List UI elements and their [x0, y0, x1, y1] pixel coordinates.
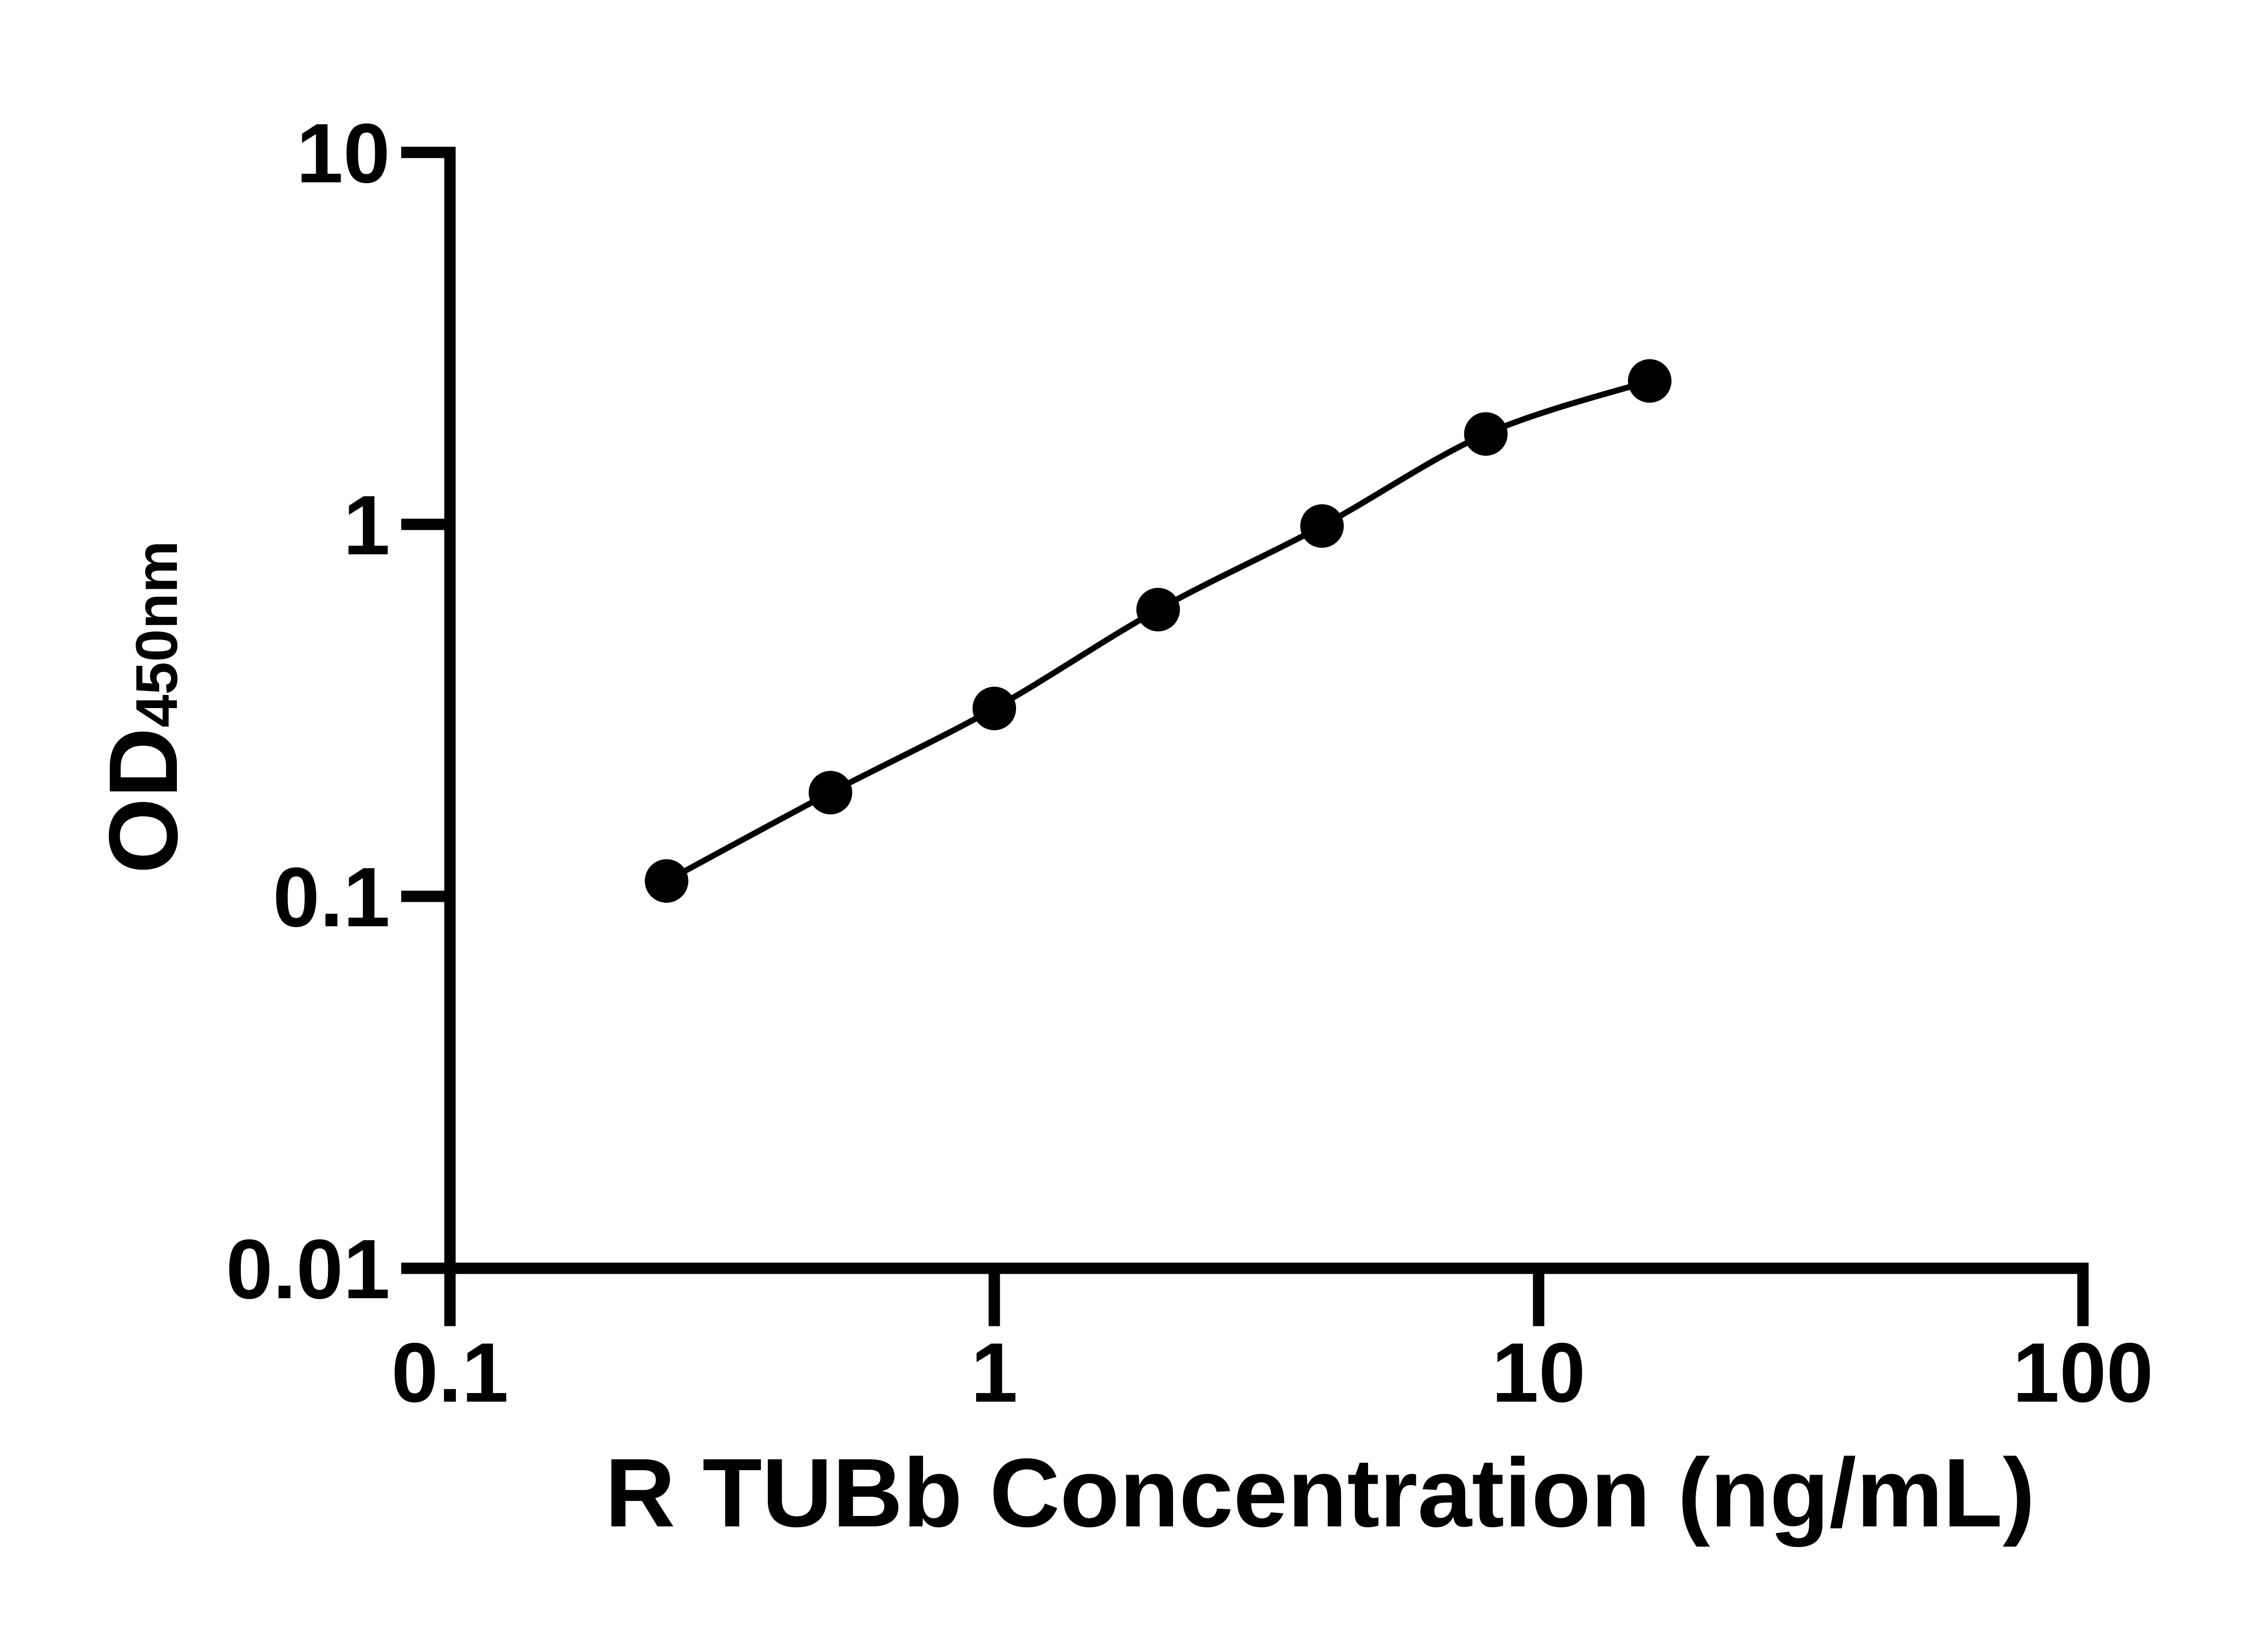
data-point-marker	[1464, 412, 1508, 456]
data-point-marker	[1628, 359, 1672, 403]
data-point-marker	[1300, 504, 1344, 548]
x-tick-label: 100	[2013, 1326, 2153, 1420]
x-axis-tick-labels: 0.1 1 10 100	[391, 1326, 2153, 1420]
x-tick-label: 0.1	[391, 1326, 509, 1420]
x-tick-label: 1	[971, 1326, 1017, 1420]
x-axis-ticks	[444, 1274, 2089, 1326]
y-axis: 10 1 0.1 0.01 OD450nm	[88, 107, 456, 1316]
y-axis-title-main: OD	[88, 728, 198, 874]
y-axis-title-sub: 450nm	[123, 541, 190, 728]
data-point-marker	[1136, 587, 1180, 631]
y-axis-ticks	[401, 147, 445, 1274]
data-point-marker	[645, 859, 689, 903]
y-axis-title: OD450nm	[88, 541, 198, 874]
y-tick-label: 1	[343, 479, 390, 572]
data-points	[645, 359, 1672, 903]
x-tick-label: 10	[1492, 1326, 1586, 1420]
x-axis-title: R TUBb Concentration (ng/mL)	[605, 1438, 2035, 1547]
y-tick-label: 0.01	[226, 1222, 390, 1316]
data-point-marker	[808, 771, 852, 815]
data-point-marker	[973, 686, 1016, 730]
y-tick-label: 10	[296, 107, 390, 200]
y-tick-label: 0.1	[273, 851, 390, 944]
x-axis: 0.1 1 10 100 R TUBb Concentration (ng/mL)	[391, 1262, 2153, 1547]
y-axis-tick-labels: 10 1 0.1 0.01	[226, 107, 390, 1316]
